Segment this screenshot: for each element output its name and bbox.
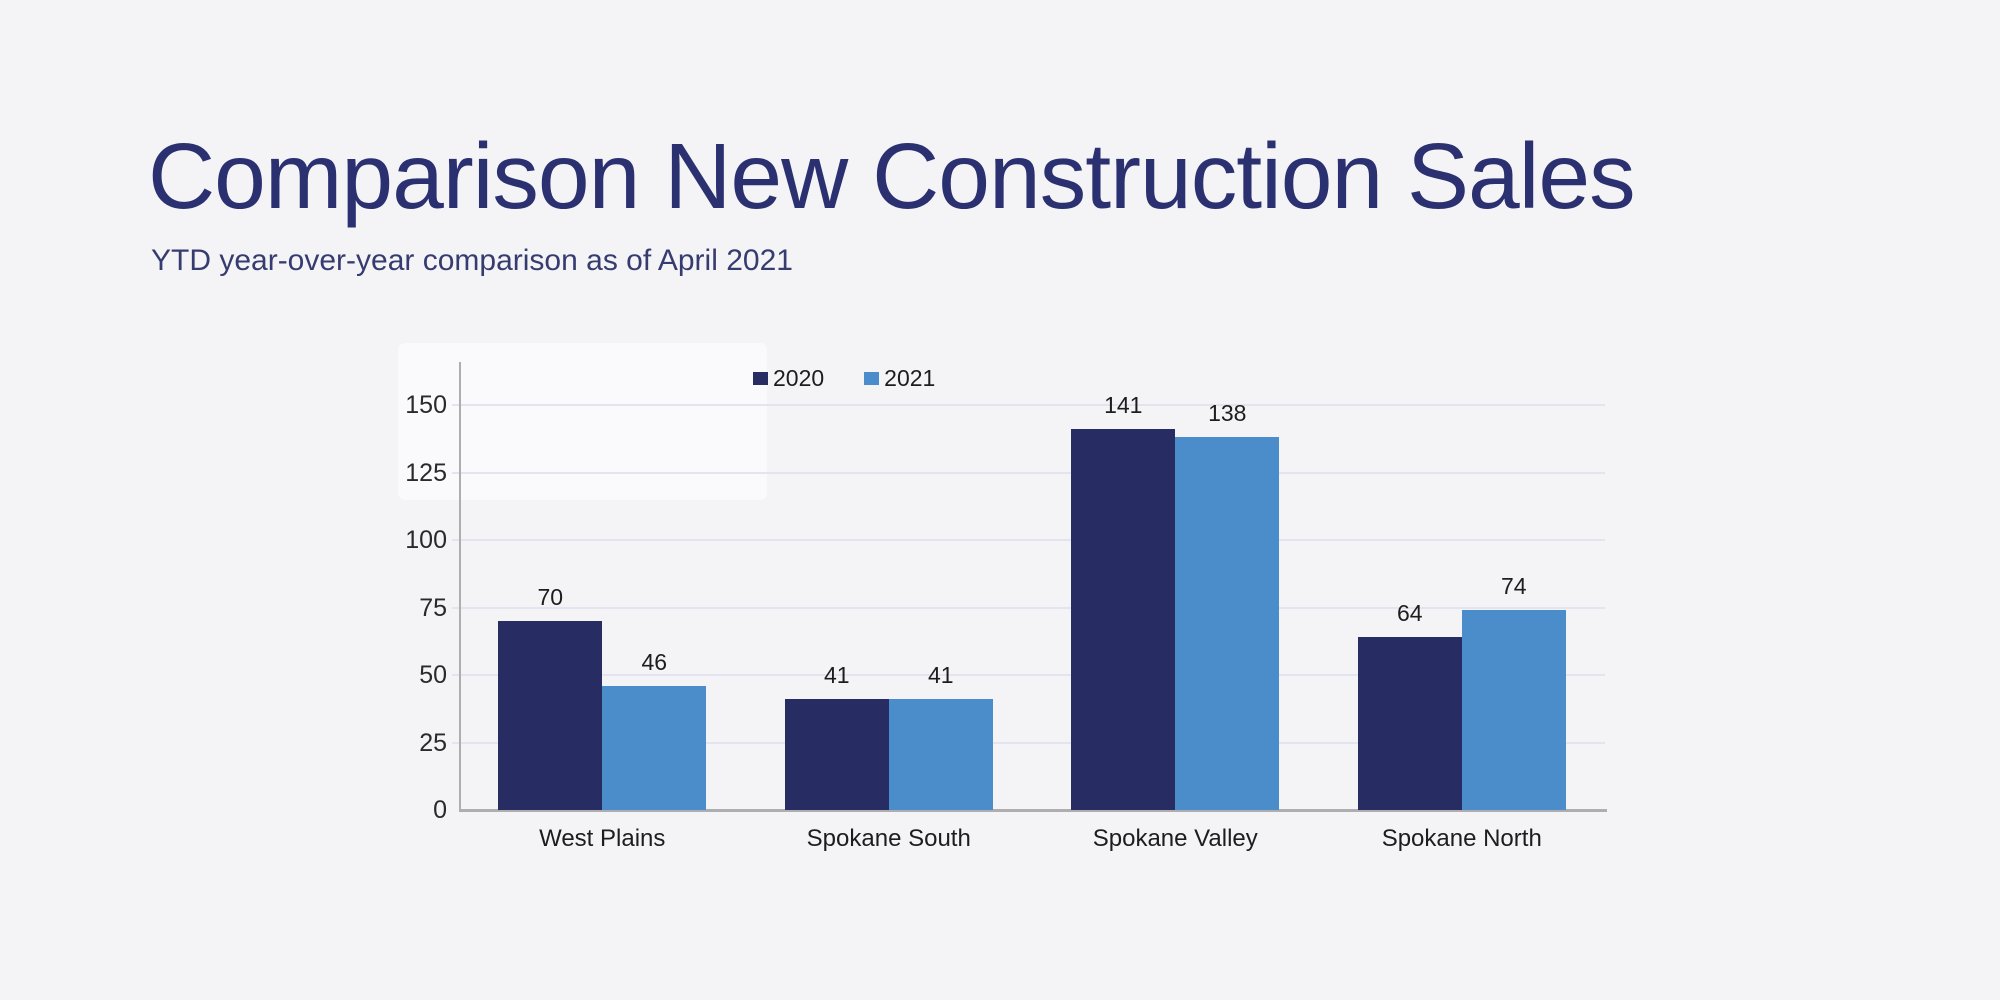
gridline-100 <box>459 539 1605 541</box>
y-axis-line <box>459 362 461 810</box>
chart-legend: 2020 2021 <box>753 364 935 392</box>
page-title: Comparison New Construction Sales <box>148 124 1636 228</box>
bar-value-label: 74 <box>1500 573 1527 600</box>
y-tick-mark <box>452 674 459 676</box>
y-tick-mark <box>452 606 459 609</box>
bar-value-label: 41 <box>823 662 850 689</box>
gridline-125 <box>459 471 1605 474</box>
legend-item-2021: 2021 <box>864 365 935 392</box>
gridline-25 <box>459 741 1605 744</box>
y-tick-mark <box>452 741 459 744</box>
bar-2020-spokane-south <box>784 699 889 810</box>
bar-2021-spokane-valley <box>1175 437 1280 810</box>
bar-2020-west-plains <box>498 621 603 810</box>
bar-value-label: 141 <box>1104 392 1143 419</box>
legend-item-2020: 2020 <box>753 365 824 392</box>
legend-swatch-2020 <box>753 371 768 385</box>
y-axis-tick-label: 25 <box>419 728 447 757</box>
legend-label: 2021 <box>884 364 936 391</box>
x-axis-category-label: Spokane North <box>1381 825 1542 852</box>
y-axis-tick-label: 150 <box>405 391 447 419</box>
y-axis-tick-label: 0 <box>433 796 447 824</box>
y-tick-mark <box>452 471 459 474</box>
x-axis-line <box>459 809 1607 812</box>
bar-value-label: 70 <box>537 584 564 610</box>
gridline-75 <box>459 606 1605 609</box>
bar-2021-spokane-north <box>1461 610 1566 810</box>
x-axis-category-label: Spokane Valley <box>1092 825 1258 852</box>
legend-swatch-2021 <box>864 371 880 385</box>
bar-value-label: 64 <box>1396 600 1423 627</box>
y-axis-tick-label: 50 <box>419 661 447 689</box>
bar-2020-spokane-valley <box>1071 429 1176 810</box>
x-axis-category-label: West Plains <box>539 825 666 852</box>
bar-value-label: 41 <box>927 662 954 689</box>
page-subtitle: YTD year-over-year comparison as of Apri… <box>151 244 793 277</box>
y-axis-tick-label: 125 <box>405 458 447 487</box>
background-panel <box>398 343 767 500</box>
legend-label: 2020 <box>773 364 825 391</box>
y-tick-mark <box>452 539 459 541</box>
gridline-50 <box>459 674 1605 676</box>
y-axis-tick-label: 75 <box>419 593 447 622</box>
y-tick-mark <box>452 404 459 406</box>
bar-value-label: 138 <box>1208 400 1247 427</box>
bar-2021-spokane-south <box>888 699 993 810</box>
gridline-150 <box>459 404 1605 406</box>
y-axis-tick-label: 100 <box>405 526 447 554</box>
bar-value-label: 46 <box>641 648 668 675</box>
x-axis-category-label: Spokane South <box>806 825 971 852</box>
bar-2021-west-plains <box>602 685 707 810</box>
bar-2020-spokane-north <box>1357 637 1462 810</box>
